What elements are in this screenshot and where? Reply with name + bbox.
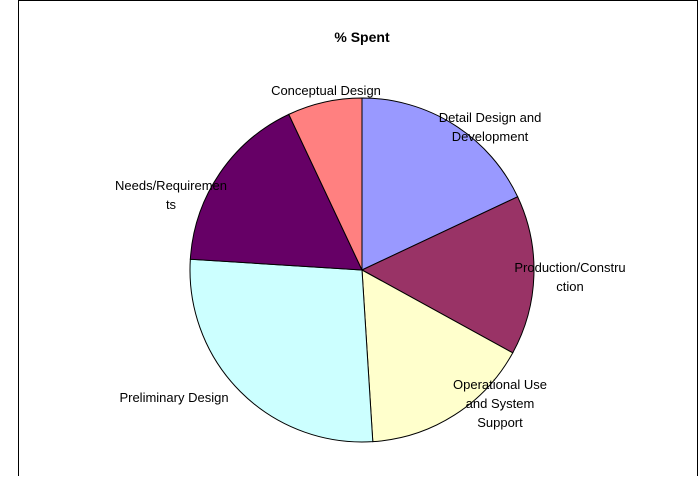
slice-label-line: Production/Constru xyxy=(514,260,625,275)
slice-label-line: and System xyxy=(466,396,535,411)
slice-label-line: Development xyxy=(452,129,529,144)
slice-label-line: ts xyxy=(166,197,177,212)
pie-labels: Detail Design and Development Production/C… xyxy=(115,83,626,430)
slice-label-line: Operational Use xyxy=(453,377,547,392)
pie-slice-preliminary-design xyxy=(189,258,374,443)
slice-label-line: Detail Design and xyxy=(439,110,542,125)
slice-label-line: ction xyxy=(556,279,583,294)
slice-label-detail-design-and-development: Detail Design and Development xyxy=(439,110,542,144)
slice-label-preliminary-design: Preliminary Design xyxy=(119,390,228,405)
slice-label-production-construction: Production/Constru ction xyxy=(514,260,625,294)
slice-label-line: Preliminary Design xyxy=(119,390,228,405)
slice-label-operational-use-and-system-support: Operational Use and System Support xyxy=(453,377,547,430)
slice-label-line: Support xyxy=(477,415,523,430)
pie-slice-operational-use-and-system-support xyxy=(361,269,514,443)
slice-label-needs-requirements: Needs/Requiremen ts xyxy=(115,178,227,212)
pie-slice-needs-requirements xyxy=(189,113,363,271)
pie-slice-detail-design-and-development xyxy=(361,97,519,271)
pie-slice-production-construction xyxy=(360,196,535,354)
chart-title: % Spent xyxy=(334,29,390,45)
slice-label-line: Needs/Requiremen xyxy=(115,178,227,193)
pie-slice-conceptual-design xyxy=(288,97,363,271)
slice-label-line: Conceptual Design xyxy=(271,83,381,98)
pie-slices xyxy=(189,97,535,443)
slice-label-conceptual-design: Conceptual Design xyxy=(271,83,381,98)
